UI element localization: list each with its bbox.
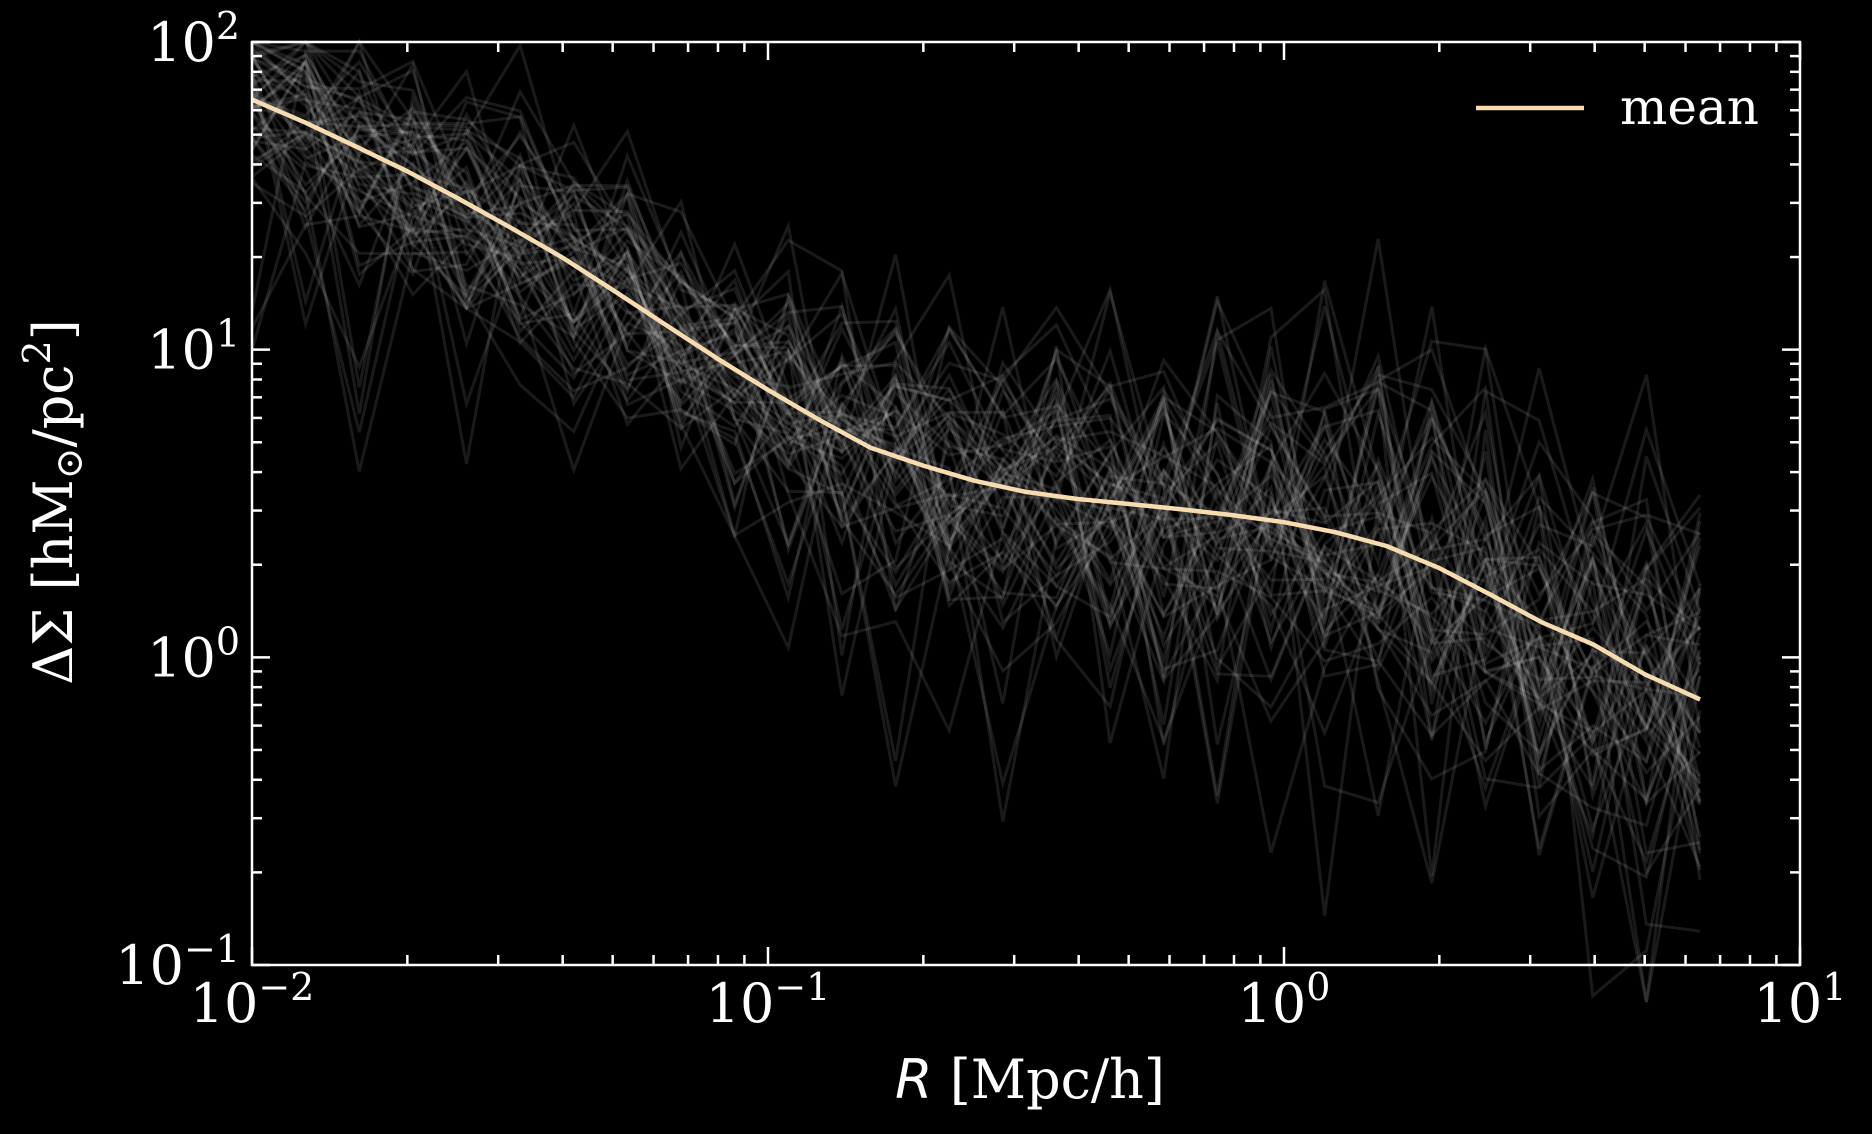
profile-line bbox=[251, 109, 1702, 1003]
x-axis-label: R [Mpc/h] bbox=[895, 1048, 1165, 1111]
x-tick-label: 101 bbox=[1754, 965, 1847, 1035]
profile-line bbox=[250, 85, 1702, 1003]
plot-frame bbox=[250, 40, 1802, 967]
profile-line bbox=[250, 59, 1702, 806]
profile-line bbox=[250, 112, 1702, 851]
profile-line bbox=[250, 59, 1702, 749]
profile-line bbox=[251, 92, 1702, 854]
y-axis-label-sub: ⊙ bbox=[47, 447, 91, 479]
profile-line bbox=[250, 89, 1702, 877]
y-tick-label: 102 bbox=[147, 4, 240, 74]
axes bbox=[250, 40, 1802, 967]
profile-line bbox=[251, 53, 1702, 809]
y-tick-label: 101 bbox=[147, 312, 240, 382]
legend-label-mean: mean bbox=[1620, 78, 1759, 136]
profile-line bbox=[250, 53, 1702, 999]
profile-line bbox=[250, 39, 1702, 682]
profile-line bbox=[251, 154, 1702, 880]
profile-line bbox=[251, 97, 1701, 744]
x-tick-label: 10−2 bbox=[190, 965, 315, 1035]
profile-line bbox=[250, 145, 1702, 785]
profile-line bbox=[250, 214, 1702, 764]
profile-line bbox=[251, 130, 1702, 880]
profile-line bbox=[250, 110, 1702, 884]
profile-line bbox=[251, 59, 1702, 804]
y-axis-label-mid: /pc bbox=[22, 364, 85, 447]
x-tick-label: 100 bbox=[1238, 965, 1331, 1035]
profile-line bbox=[250, 101, 1702, 794]
profile-line bbox=[251, 40, 1702, 733]
x-axis-unit: [Mpc/h] bbox=[933, 1048, 1165, 1111]
profile-line bbox=[251, 40, 1702, 730]
profile-line bbox=[250, 46, 1701, 676]
profile-line bbox=[251, 39, 1702, 796]
profile-line bbox=[250, 47, 1702, 686]
profile-line bbox=[251, 56, 1701, 790]
profile-line bbox=[250, 56, 1702, 747]
y-axis-label-main: ΔΣ [hM bbox=[22, 479, 85, 684]
y-axis-label-sup: 2 bbox=[15, 340, 59, 364]
mean-line bbox=[251, 97, 1701, 702]
profile-line bbox=[251, 126, 1701, 933]
profile-line bbox=[251, 60, 1702, 688]
profile-line bbox=[251, 125, 1702, 773]
profile-line bbox=[251, 40, 1702, 775]
profile-line bbox=[251, 48, 1702, 802]
profile-line bbox=[251, 68, 1702, 806]
x-tick-label: 10−1 bbox=[706, 965, 831, 1035]
profile-line bbox=[251, 40, 1702, 806]
individual-profiles bbox=[250, 37, 1702, 1003]
profile-line bbox=[251, 133, 1702, 877]
profile-line bbox=[251, 59, 1702, 787]
profile-line bbox=[250, 55, 1702, 866]
x-tick-labels: 10−2 10−1 100 101 bbox=[190, 965, 1847, 1035]
legend: mean bbox=[1476, 78, 1759, 136]
profile-line bbox=[250, 68, 1702, 828]
profile-line bbox=[251, 102, 1702, 688]
profile-line bbox=[251, 120, 1701, 855]
profile-line bbox=[251, 57, 1702, 739]
profile-line bbox=[250, 89, 1702, 765]
profile-line bbox=[251, 72, 1702, 822]
y-tick-label: 100 bbox=[147, 619, 240, 689]
profile-line bbox=[251, 95, 1702, 790]
y-axis-label: ΔΣ [hM⊙/pc2] bbox=[15, 319, 91, 685]
y-axis-label-end: ] bbox=[22, 319, 85, 340]
profile-line bbox=[251, 92, 1702, 792]
y-tick-labels: 10−1 100 101 102 bbox=[115, 4, 240, 997]
profile-line bbox=[251, 40, 1702, 661]
mean-series-layer bbox=[251, 97, 1701, 702]
profile-line bbox=[250, 70, 1702, 899]
profile-line bbox=[250, 37, 1702, 734]
profile-line bbox=[251, 40, 1702, 637]
profile-line bbox=[250, 75, 1702, 834]
profile-line bbox=[251, 106, 1702, 916]
profile-line bbox=[251, 166, 1701, 873]
profile-line bbox=[250, 72, 1702, 802]
profile-line bbox=[251, 79, 1702, 777]
profile-line bbox=[251, 40, 1702, 871]
x-axis-variable: R bbox=[895, 1048, 933, 1111]
profile-line bbox=[250, 159, 1702, 805]
profile-line bbox=[250, 92, 1702, 804]
profile-line bbox=[252, 40, 1702, 838]
profile-line bbox=[251, 60, 1702, 868]
y-tick-label: 10−1 bbox=[115, 927, 240, 997]
